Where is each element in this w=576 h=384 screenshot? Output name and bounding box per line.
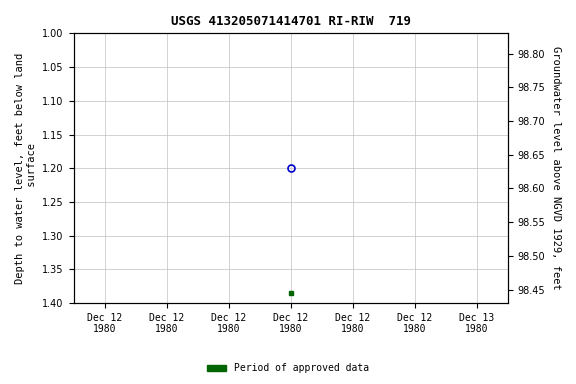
- Y-axis label: Groundwater level above NGVD 1929, feet: Groundwater level above NGVD 1929, feet: [551, 46, 561, 290]
- Legend: Period of approved data: Period of approved data: [203, 359, 373, 377]
- Y-axis label: Depth to water level, feet below land
 surface: Depth to water level, feet below land su…: [15, 53, 37, 284]
- Title: USGS 413205071414701 RI-RIW  719: USGS 413205071414701 RI-RIW 719: [170, 15, 411, 28]
